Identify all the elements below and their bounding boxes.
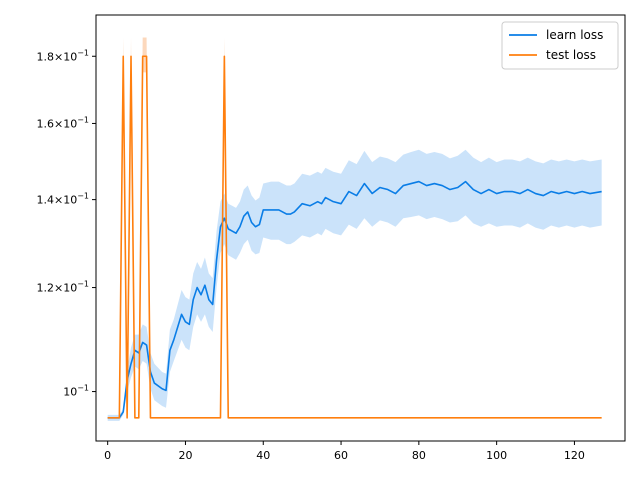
legend-label-test-loss: test loss xyxy=(546,48,596,62)
x-tick-label: 0 xyxy=(104,449,111,462)
x-tick-label: 60 xyxy=(334,449,348,462)
y-tick-label: 1.4×10−1 xyxy=(36,192,89,207)
x-tick-label: 40 xyxy=(256,449,270,462)
x-axis: 0 20 40 60 80 100 120 xyxy=(104,441,585,462)
x-tick-label: 100 xyxy=(486,449,507,462)
legend-box xyxy=(501,21,619,70)
series-lines xyxy=(107,55,602,419)
y-tick-label: 1.8×10−1 xyxy=(36,48,89,63)
legend: learn loss test loss xyxy=(501,21,619,70)
y-tick-label: 10−1 xyxy=(63,384,89,399)
y-tick-label: 1.6×10−1 xyxy=(36,115,89,130)
learn-loss-band xyxy=(107,149,602,421)
x-tick-label: 120 xyxy=(564,449,585,462)
learn-loss-line xyxy=(107,180,602,419)
plot-frame xyxy=(95,14,626,442)
x-tick-label: 80 xyxy=(412,449,426,462)
y-axis: 10−1 1.2×10−1 1.4×10−1 1.6×10−1 1.8×10−1 xyxy=(36,48,96,399)
x-tick-label: 20 xyxy=(178,449,192,462)
y-tick-label: 1.2×10−1 xyxy=(36,280,89,295)
legend-label-learn-loss: learn loss xyxy=(546,28,603,42)
test-loss-line xyxy=(107,55,602,419)
confidence-bands xyxy=(107,37,602,421)
